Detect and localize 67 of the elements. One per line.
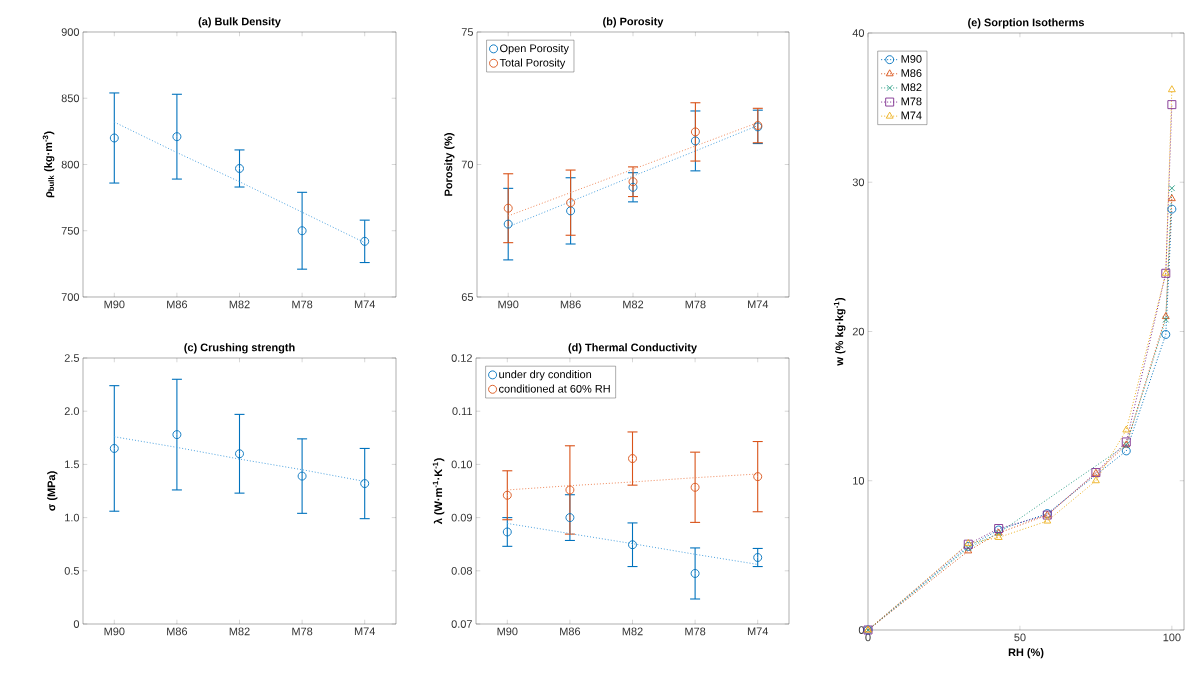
x-tick-label: M78 [685, 627, 706, 636]
x-tick-label: M74 [747, 627, 769, 636]
chart-title: (b) Porosity [603, 17, 664, 28]
y-tick-label: 20 [852, 327, 865, 336]
y-tick-label: 0.08 [451, 566, 472, 575]
y-tick-label: 900 [61, 28, 80, 36]
y-tick-label: 1.5 [65, 460, 80, 469]
y-tick-label: 0.5 [64, 566, 80, 575]
legend-label: Total Porosity [499, 58, 566, 69]
x-tick-label: 0 [865, 633, 871, 642]
y-tick-label: 0 [73, 620, 80, 628]
y-tick-label: 10 [853, 476, 865, 485]
y-tick-label: 0.12 [451, 354, 472, 362]
y-tick-label: 1.0 [65, 513, 80, 522]
y-axis-title: ρ$_{bulk}$ (kg·m$^{-3}$) [42, 131, 55, 198]
x-tick-label: M78 [292, 627, 313, 636]
x-tick-label: M90 [497, 627, 518, 636]
x-tick-label: M74 [354, 300, 376, 309]
x-tick-label: M86 [167, 627, 188, 636]
x-tick-label: M82 [229, 300, 250, 309]
legend-label: under dry condition [499, 370, 592, 381]
x-tick-label: M74 [354, 627, 376, 636]
y-tick-label: 0.10 [451, 460, 473, 469]
y-axis-title: σ (MPa) [47, 471, 58, 511]
x-tick-label: M82 [622, 627, 643, 636]
x-tick-label: M86 [560, 300, 581, 309]
y-tick-label: 65 [461, 293, 474, 301]
chart-title: (e) Sorption Isotherms [968, 18, 1085, 29]
legend-label: M78 [901, 97, 922, 106]
y-tick-label: 2.0 [64, 407, 80, 416]
legend-label: M90 [901, 55, 922, 63]
y-tick-label: 70 [461, 160, 474, 169]
y-tick-label: 30 [852, 178, 865, 187]
chart-title: (d) Thermal Conductivity [568, 343, 697, 354]
y-axis-title: λ (W·m$^{-1}$·K$^{-1}$) [432, 458, 445, 525]
legend-label: M82 [901, 83, 922, 92]
chart-title: (c) Crushing strength [184, 343, 295, 354]
x-tick-label: M82 [623, 300, 644, 309]
y-tick-label: 800 [61, 160, 80, 169]
x-tick-label: M78 [292, 300, 313, 309]
y-tick-label: 75 [461, 28, 474, 36]
y-tick-label: 0.09 [451, 513, 472, 522]
y-tick-label: 0.11 [452, 407, 472, 416]
x-axis-title: RH (%) [1008, 648, 1044, 659]
x-tick-label: M86 [560, 627, 581, 636]
x-tick-label: M78 [685, 300, 706, 309]
legend-label: M86 [901, 69, 922, 77]
y-axis-title: Porosity (%) [444, 133, 455, 196]
x-tick-label: M90 [104, 300, 125, 309]
x-tick-label: M82 [229, 627, 250, 636]
x-tick-label: M90 [104, 627, 125, 636]
x-tick-label: M74 [748, 300, 769, 309]
y-tick-label: 40 [852, 29, 865, 37]
y-tick-label: 750 [61, 226, 80, 235]
y-tick-label: 2.5 [64, 354, 80, 362]
x-tick-label: M90 [498, 300, 519, 309]
y-tick-label: 850 [61, 94, 80, 103]
y-axis-title: w (% kg·kg$^{-1}$) [833, 297, 846, 366]
legend-label: conditioned at 60% RH [499, 384, 610, 393]
y-tick-label: 0.07 [451, 620, 472, 628]
chart-title: (a) Bulk Density [198, 17, 281, 28]
legend-label: M74 [901, 111, 922, 120]
x-tick-label: 100 [1163, 633, 1181, 642]
x-tick-label: 50 [1014, 633, 1026, 642]
x-tick-label: M86 [167, 300, 188, 309]
y-tick-label: 700 [61, 293, 80, 301]
legend-label: Open Porosity [500, 44, 569, 55]
